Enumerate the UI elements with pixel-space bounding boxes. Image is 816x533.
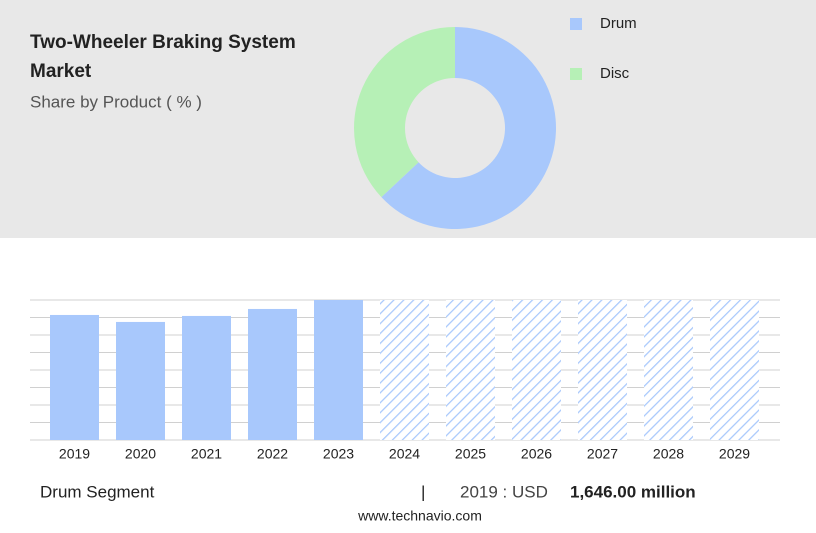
legend-swatch xyxy=(570,68,582,80)
x-tick-label: 2024 xyxy=(389,446,420,462)
donut-slice xyxy=(381,27,556,229)
x-tick-label: 2019 xyxy=(59,446,90,462)
x-tick-label: 2021 xyxy=(191,446,222,462)
legend-label: Drum xyxy=(600,15,637,32)
x-tick-label: 2023 xyxy=(323,446,354,462)
bar xyxy=(314,300,363,440)
forecast-bar xyxy=(644,300,693,440)
x-tick-label: 2028 xyxy=(653,446,684,462)
bar xyxy=(116,321,165,440)
chart-title: Two-Wheeler Braking System Market xyxy=(30,32,296,82)
x-tick-label: 2022 xyxy=(257,446,288,462)
legend-swatch xyxy=(570,18,582,30)
x-tick-label: 2020 xyxy=(125,446,156,462)
x-tick-label: 2026 xyxy=(521,446,552,462)
x-tick-label: 2029 xyxy=(719,446,750,462)
bar xyxy=(50,314,99,440)
source: www.technavio.com xyxy=(357,508,482,524)
bar xyxy=(182,315,231,440)
footer-prefix: 2019 : USD xyxy=(460,482,548,501)
x-tick-label: 2027 xyxy=(587,446,618,462)
chart-subtitle: Share by Product ( % ) xyxy=(30,92,202,111)
segment-label: Drum Segment xyxy=(40,482,155,501)
forecast-bar xyxy=(380,300,429,440)
bar xyxy=(248,308,297,440)
footer-value: 1,646.00 million xyxy=(570,482,696,501)
legend-label: Disc xyxy=(600,65,630,82)
forecast-bar xyxy=(512,300,561,440)
x-tick-label: 2025 xyxy=(455,446,486,462)
forecast-bar xyxy=(578,300,627,440)
forecast-bar xyxy=(710,300,759,440)
separator: | xyxy=(421,482,425,501)
forecast-bar xyxy=(446,300,495,440)
donut-slice xyxy=(354,27,455,198)
